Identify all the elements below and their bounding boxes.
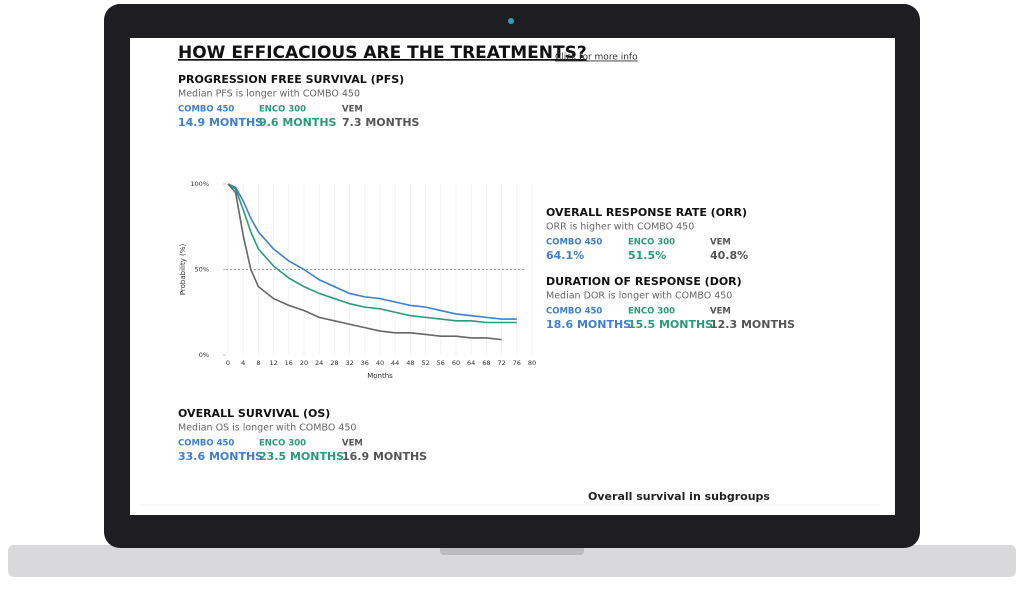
footer-heading: Overall survival in subgroups xyxy=(588,490,770,503)
item-value: 33.6 MONTHS xyxy=(178,450,263,463)
item-value: 23.5 MONTHS xyxy=(259,450,344,463)
section-subtitle: Median DOR is longer with COMBO 450 xyxy=(546,291,732,302)
section-title: DURATION OF RESPONSE (DOR) xyxy=(546,275,742,288)
x-tick-label: 20 xyxy=(300,359,308,367)
x-tick-label: 12 xyxy=(269,359,277,367)
section-title: OVERALL SURVIVAL (OS) xyxy=(178,407,330,420)
x-tick-label: 60 xyxy=(452,359,460,367)
x-tick-label: 36 xyxy=(361,359,369,367)
item-value: 14.9 MONTHS xyxy=(178,116,263,129)
x-tick-label: 40 xyxy=(376,359,384,367)
item-label: COMBO 450 xyxy=(546,307,602,317)
item-value: 64.1% xyxy=(546,249,584,262)
survival-curve xyxy=(227,183,517,324)
item-label: COMBO 450 xyxy=(178,439,234,449)
item-label: ENCO 300 xyxy=(628,238,675,248)
item-value: 18.6 MONTHS xyxy=(546,318,631,331)
item-label: VEM xyxy=(342,439,363,449)
item-label: ENCO 300 xyxy=(259,105,306,115)
x-tick-label: 56 xyxy=(437,359,445,367)
laptop-base xyxy=(8,545,1016,577)
survival-curve xyxy=(227,183,502,341)
item-value: 51.5% xyxy=(628,249,666,262)
x-tick-label: 52 xyxy=(421,359,429,367)
item-label: ENCO 300 xyxy=(628,307,675,317)
section-subtitle: Median OS is longer with COMBO 450 xyxy=(178,423,356,434)
item-label: COMBO 450 xyxy=(546,238,602,248)
x-tick-label: 48 xyxy=(406,359,414,367)
item-value: 16.9 MONTHS xyxy=(342,450,427,463)
x-tick-label: 80 xyxy=(528,359,536,367)
item-label: VEM xyxy=(342,105,363,115)
x-tick-label: 8 xyxy=(256,359,260,367)
info-link[interactable]: Click for more info xyxy=(555,53,638,63)
item-label: VEM xyxy=(710,238,731,248)
section-subtitle: ORR is higher with COMBO 450 xyxy=(546,222,694,233)
item-value: 12.3 MONTHS xyxy=(710,318,795,331)
item-value: 40.8% xyxy=(710,249,748,262)
survival-curve xyxy=(227,183,517,320)
x-tick-label: 24 xyxy=(315,359,323,367)
screen xyxy=(130,38,895,515)
y-tick-label: 100% xyxy=(190,180,209,188)
x-tick-label: 64 xyxy=(467,359,475,367)
y-tick-label: 0% xyxy=(199,351,209,359)
x-tick-label: 16 xyxy=(285,359,293,367)
x-tick-label: 28 xyxy=(330,359,338,367)
x-tick-label: 4 xyxy=(241,359,245,367)
item-value: 7.3 MONTHS xyxy=(342,116,420,129)
x-tick-label: 0 xyxy=(226,359,230,367)
x-tick-label: 44 xyxy=(391,359,399,367)
item-value: 15.5 MONTHS xyxy=(628,318,713,331)
camera xyxy=(508,18,514,24)
section-subtitle: Median PFS is longer with COMBO 450 xyxy=(178,89,360,100)
section-title: PROGRESSION FREE SURVIVAL (PFS) xyxy=(178,73,404,86)
x-tick-label: 76 xyxy=(513,359,521,367)
y-tick-label: 50% xyxy=(195,266,209,274)
item-value: 9.6 MONTHS xyxy=(259,116,337,129)
y-axis-label: Probability (%) xyxy=(179,244,187,296)
x-tick-label: 72 xyxy=(497,359,505,367)
item-label: ENCO 300 xyxy=(259,439,306,449)
x-tick-label: 68 xyxy=(482,359,490,367)
page-title: HOW EFFICACIOUS ARE THE TREATMENTS? xyxy=(178,43,587,63)
item-label: COMBO 450 xyxy=(178,105,234,115)
x-tick-label: 32 xyxy=(345,359,353,367)
section-title: OVERALL RESPONSE RATE (ORR) xyxy=(546,206,747,219)
item-label: VEM xyxy=(710,307,731,317)
x-axis-label: Months xyxy=(367,372,393,380)
